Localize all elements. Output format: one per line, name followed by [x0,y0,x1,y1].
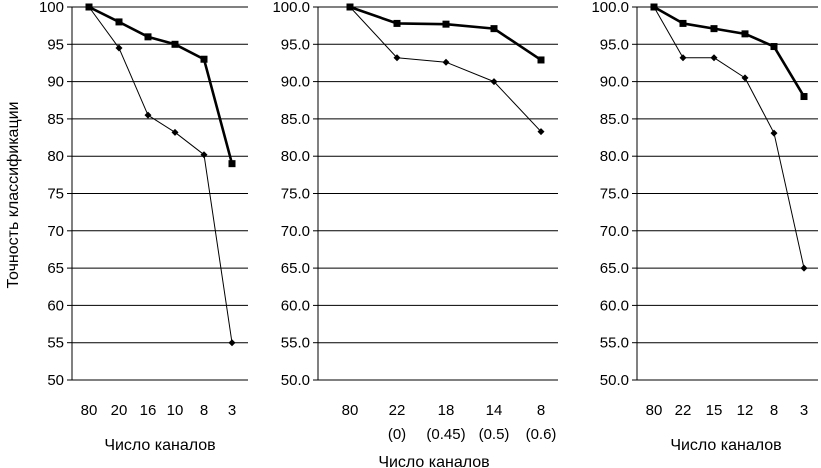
x-tick-label: 20 [111,402,128,419]
data-point-diamond [171,128,179,136]
data-point-diamond [144,111,152,119]
y-tick-label: 85.0 [600,111,629,128]
data-point-square [442,20,450,28]
y-tick-label: 80 [47,148,64,165]
x-tick-label: 80 [81,402,98,419]
x-tick-label: 8 [770,402,778,419]
data-point-diamond [741,74,749,82]
y-axis-title: Точность классификации [5,102,22,289]
data-point-diamond [770,129,778,137]
x-tick-label: 14 [486,402,503,419]
x-tick-label: 16 [140,402,157,419]
data-point-diamond [85,3,93,11]
x-tick-label: 8 [200,402,208,419]
y-tick-label: 75.0 [281,186,310,203]
data-point-square [490,25,498,33]
chart-panel-3: 50.0 55.0 60.0 65.0 70.0 75.0 80.0 85.0 90.0 95.0… [591,0,818,454]
x-axis-title: Число каналов [378,454,489,468]
y-tick-label: 90 [47,74,64,91]
y-tick-label: 50.0 [600,372,629,389]
data-point-square [115,18,123,26]
data-point-diamond [650,3,658,11]
data-point-diamond [393,54,401,62]
y-tick-label: 75 [47,186,64,203]
y-tick-label: 50.0 [281,372,310,389]
x-axis-title: Число каналов [104,437,215,454]
y-tick-label: 60.0 [281,297,310,314]
chart-panel-1: 50 55 60 65 70 75 80 85 90 95 100 80 20 16 10 8 3 Число к… [39,0,248,454]
y-tick-label: 95 [47,36,64,53]
y-tick-label: 95.0 [281,36,310,53]
data-point-square [679,19,687,27]
y-tick-label: 85.0 [281,111,310,128]
y-tick-label: 65 [47,260,64,277]
x-tick-label: 80 [342,402,359,419]
x-tick-label: 3 [228,402,236,419]
x-tick-label: 22 [675,402,692,419]
x-tick-label: 8 [537,402,545,419]
y-tick-label: 75.0 [600,186,629,203]
series-line-1 [653,5,806,98]
data-point-square [393,19,401,27]
data-point-square [537,56,545,64]
data-point-square [228,160,236,168]
y-tick-label: 65.0 [281,260,310,277]
data-point-square [770,43,778,51]
data-point-diamond [200,151,208,159]
data-point-square [144,33,152,41]
data-point-diamond [228,339,236,347]
x-tick-label: 22 [389,402,406,419]
x-tick-sublabel: (0) [388,426,406,443]
data-point-square [741,30,749,38]
data-point-diamond [537,128,545,136]
data-point-diamond [679,54,687,62]
y-tick-label: 100.0 [591,0,629,16]
y-tick-label: 85 [47,111,64,128]
data-point-square [200,55,208,63]
data-point-square [800,93,808,101]
y-tick-label: 60.0 [600,297,629,314]
y-tick-label: 80.0 [281,148,310,165]
data-point-diamond [710,54,718,62]
data-point-diamond [115,44,123,52]
series-line-2 [88,6,233,343]
y-tick-label: 90.0 [600,74,629,91]
y-tick-label: 95.0 [600,36,629,53]
data-point-diamond [800,264,808,272]
data-point-diamond [490,78,498,86]
series-line-1 [349,5,542,62]
chart-panel-2: 50.0 55.0 60.0 65.0 70.0 75.0 80.0 85.0 90.0 95.0… [272,0,558,468]
x-tick-label: 10 [167,402,184,419]
x-axis-title: Число каналов [670,437,781,454]
data-point-square [171,40,179,48]
y-tick-label: 70 [47,223,64,240]
y-tick-label: 70.0 [600,223,629,240]
series-line-2 [653,6,805,269]
x-tick-label: 80 [646,402,663,419]
x-tick-sublabel: (0.6) [526,426,557,443]
y-tick-label: 60 [47,297,64,314]
y-tick-label: 50 [47,372,64,389]
series-line-1 [88,5,234,164]
y-tick-label: 100.0 [272,0,310,16]
x-tick-label: 3 [800,402,808,419]
data-point-diamond [442,58,450,66]
data-point-diamond [346,3,354,11]
y-tick-label: 70.0 [281,223,310,240]
y-tick-label: 55.0 [281,335,310,352]
x-tick-label: 15 [706,402,723,419]
x-tick-sublabel: (0.45) [426,426,465,443]
data-point-square [710,25,718,33]
y-tick-label: 65.0 [600,260,629,277]
y-tick-label: 80.0 [600,148,629,165]
y-tick-label: 55.0 [600,335,629,352]
x-tick-sublabel: (0.5) [479,426,510,443]
x-tick-label: 12 [737,402,754,419]
x-tick-label: 18 [438,402,455,419]
y-tick-label: 100 [39,0,64,16]
y-tick-label: 90.0 [281,74,310,91]
y-tick-label: 55 [47,335,64,352]
